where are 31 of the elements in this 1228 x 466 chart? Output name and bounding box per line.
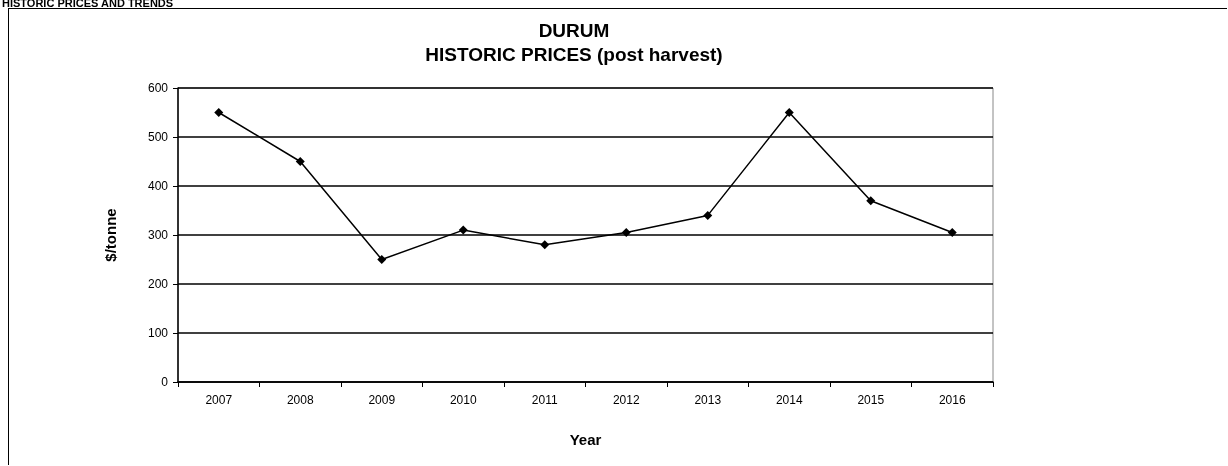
y-tick-label: 0 — [161, 375, 169, 389]
x-tick-label: 2015 — [857, 393, 885, 407]
y-tick-label: 200 — [147, 277, 169, 291]
y-axis-title: $/tonne — [102, 208, 119, 262]
y-tick-label: 400 — [147, 179, 169, 193]
x-tick-label: 2016 — [938, 393, 966, 407]
x-tick-label: 2013 — [694, 393, 722, 407]
y-tick-label: 300 — [147, 228, 169, 242]
x-tick-label: 2009 — [368, 393, 396, 407]
point — [703, 210, 713, 220]
chart-title: DURUM HISTORIC PRICES (post harvest) — [425, 19, 723, 65]
point — [947, 228, 957, 238]
point — [295, 157, 305, 166]
point — [784, 108, 794, 117]
y-tick-label: 600 — [147, 81, 169, 95]
point — [214, 108, 224, 117]
y-tick-label: 100 — [147, 326, 169, 340]
point — [866, 196, 876, 206]
x-tick-label: 2010 — [449, 393, 477, 407]
x-tick-label: 2014 — [775, 393, 803, 407]
point — [377, 255, 387, 264]
x-tick-label: 2012 — [612, 393, 640, 407]
y-tick-label: 500 — [147, 130, 169, 144]
x-axis-title: Year — [569, 431, 602, 448]
x-tick-label: 2011 — [531, 393, 558, 407]
point — [540, 240, 550, 250]
x-tick-label: 2007 — [205, 393, 233, 407]
x-tick-label: 2008 — [286, 393, 314, 407]
text: HISTORIC PRICES AND TRENDS — [2, 0, 174, 9]
point — [458, 225, 468, 235]
point — [621, 228, 631, 238]
